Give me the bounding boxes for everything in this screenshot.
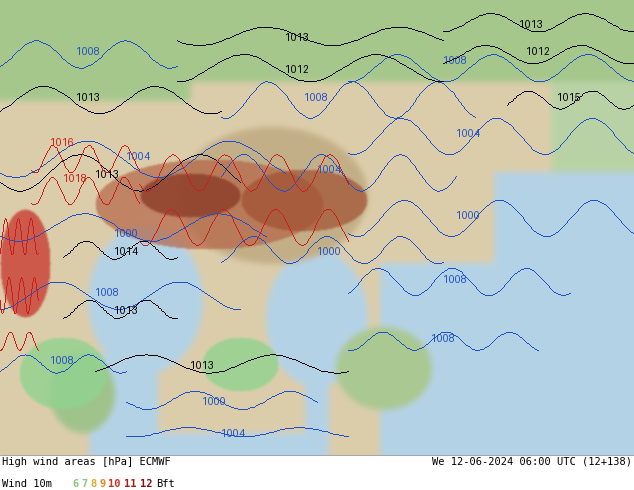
Text: Wind 10m: Wind 10m	[2, 479, 52, 489]
Text: 12: 12	[140, 479, 153, 489]
Text: 11: 11	[124, 479, 136, 489]
Text: High wind areas [hPa] ECMWF: High wind areas [hPa] ECMWF	[2, 457, 171, 467]
Text: 8: 8	[90, 479, 96, 489]
Text: Bft: Bft	[156, 479, 175, 489]
Text: 9: 9	[99, 479, 105, 489]
Text: We 12-06-2024 06:00 UTC (12+138): We 12-06-2024 06:00 UTC (12+138)	[432, 457, 632, 467]
Text: 10: 10	[108, 479, 120, 489]
Text: 6: 6	[72, 479, 78, 489]
Text: 7: 7	[81, 479, 87, 489]
